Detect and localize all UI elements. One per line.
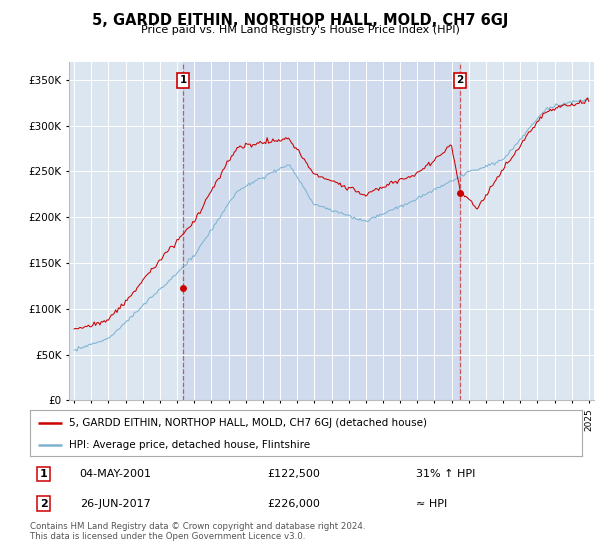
Text: Price paid vs. HM Land Registry's House Price Index (HPI): Price paid vs. HM Land Registry's House …	[140, 25, 460, 35]
Text: 5, GARDD EITHIN, NORTHOP HALL, MOLD, CH7 6GJ (detached house): 5, GARDD EITHIN, NORTHOP HALL, MOLD, CH7…	[68, 418, 427, 428]
Text: 1: 1	[40, 469, 47, 479]
Text: £226,000: £226,000	[268, 499, 320, 508]
Text: 2: 2	[456, 75, 463, 85]
Text: 26-JUN-2017: 26-JUN-2017	[80, 499, 151, 508]
Text: 04-MAY-2001: 04-MAY-2001	[80, 469, 152, 479]
Text: 5, GARDD EITHIN, NORTHOP HALL, MOLD, CH7 6GJ: 5, GARDD EITHIN, NORTHOP HALL, MOLD, CH7…	[92, 13, 508, 28]
Text: 2: 2	[40, 499, 47, 508]
Text: 1: 1	[179, 75, 187, 85]
Text: £122,500: £122,500	[268, 469, 320, 479]
Bar	[183, 62, 460, 400]
Text: Contains HM Land Registry data © Crown copyright and database right 2024.
This d: Contains HM Land Registry data © Crown c…	[30, 522, 365, 542]
Text: 31% ↑ HPI: 31% ↑ HPI	[416, 469, 476, 479]
Text: HPI: Average price, detached house, Flintshire: HPI: Average price, detached house, Flin…	[68, 440, 310, 450]
Text: ≈ HPI: ≈ HPI	[416, 499, 448, 508]
